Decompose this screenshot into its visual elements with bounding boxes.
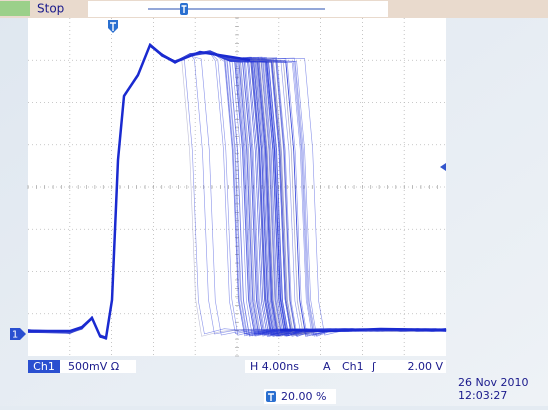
waveform-envelope xyxy=(280,329,446,331)
trigger-level: 2.00 V xyxy=(407,360,443,373)
trigger-position-badge xyxy=(266,391,276,402)
channel-scale: 500mV Ω xyxy=(68,360,119,373)
run-status: Stop xyxy=(37,2,64,16)
time: 12:03:27 xyxy=(458,389,507,402)
run-indicator xyxy=(0,1,30,16)
page: Stop 1 Ch1 500mV Ω H 4.00ns A Ch1 ʃ 2.00… xyxy=(0,0,548,406)
trigger-source: Ch1 xyxy=(342,360,364,373)
trigger-slope: ʃ xyxy=(371,360,376,373)
scope-screen: Stop 1 Ch1 500mV Ω H 4.00ns A Ch1 ʃ 2.00… xyxy=(0,0,548,406)
horizontal-scale: H 4.00ns xyxy=(250,360,299,373)
trigger-position: 20.00 % xyxy=(281,390,326,403)
trigger-position-icon xyxy=(180,3,188,15)
channel-label: Ch1 xyxy=(33,360,55,373)
date: 26 Nov 2010 xyxy=(458,376,528,389)
trigger-mode: A xyxy=(323,360,331,373)
channel-marker-label: 1 xyxy=(12,330,18,341)
